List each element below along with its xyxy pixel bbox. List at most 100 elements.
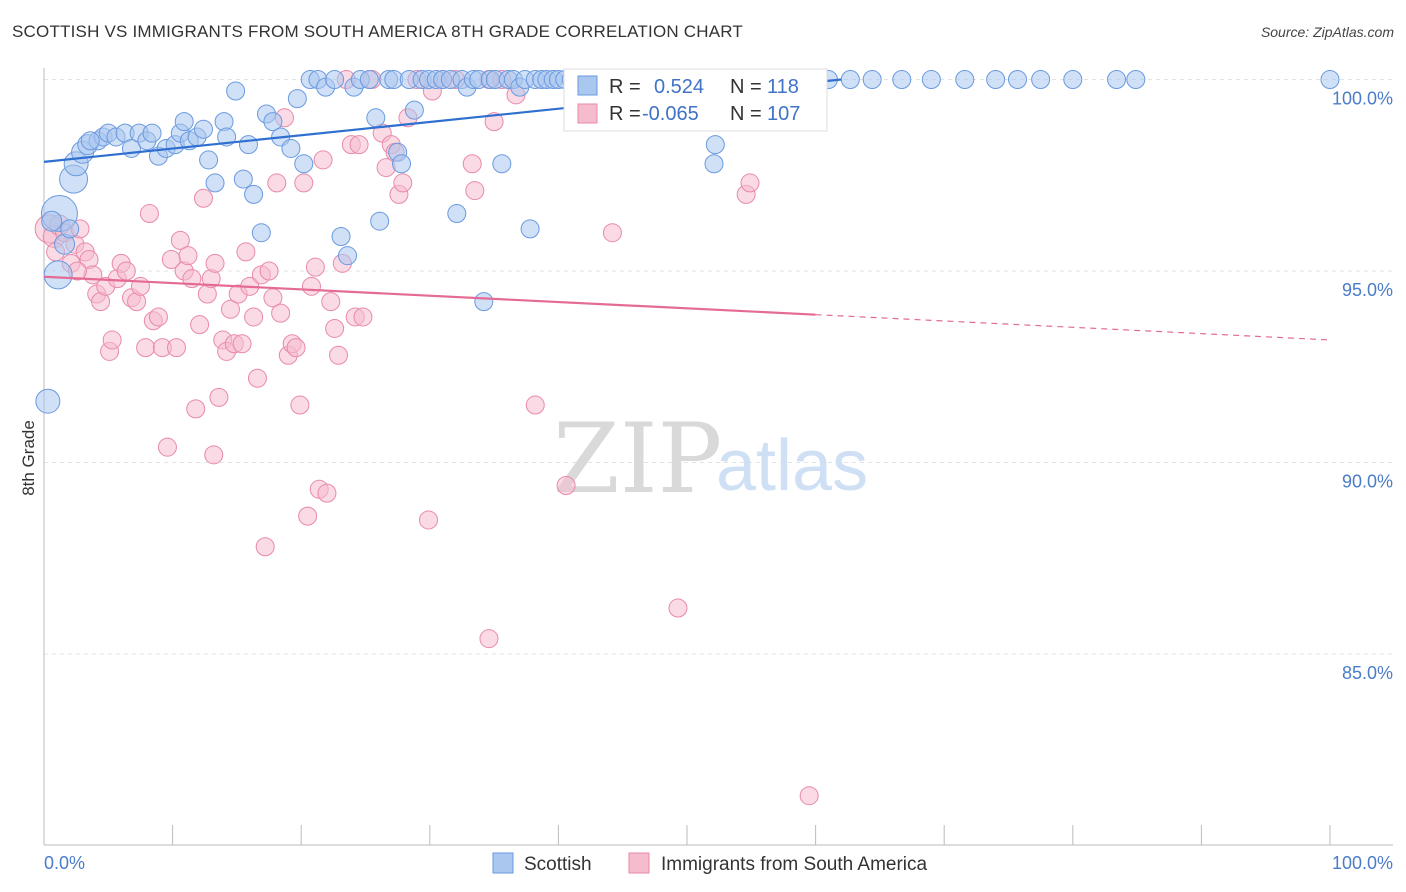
- immigrants-point-52: [255, 537, 275, 557]
- chart-title: SCOTTISH VS IMMIGRANTS FROM SOUTH AMERIC…: [12, 22, 744, 41]
- scottish-point-111: [955, 70, 975, 89]
- immigrants-point-62: [294, 173, 314, 193]
- trend-line-immigrants: [43, 275, 816, 316]
- immigrants-point-26: [157, 437, 177, 457]
- immigrants-point-20: [130, 276, 150, 296]
- watermark-atlas: atlas: [716, 426, 868, 506]
- immigrants-point-33: [186, 399, 206, 419]
- immigrants-point-34: [190, 315, 210, 335]
- scottish-point-36: [281, 138, 301, 158]
- scottish-point-74: [520, 219, 540, 239]
- immigrants-point-49: [244, 307, 264, 327]
- immigrants-point-50: [247, 368, 267, 388]
- stats-box: R = 0.524 N = 118 R = -0.065 N = 107: [563, 68, 828, 132]
- legend-item-immigrants[interactable]: Immigrants from South America: [628, 852, 928, 875]
- y-axis-title: 8th Grade: [19, 420, 38, 496]
- series-points-blue: [35, 70, 1340, 414]
- immigrants-point-70: [325, 318, 345, 338]
- scottish-point-25: [205, 173, 225, 193]
- immigrants-point-84: [393, 173, 413, 193]
- scottish-point-23: [193, 119, 213, 139]
- stats-swatch-scottish: [577, 75, 598, 96]
- scottish-point-118: [1320, 70, 1340, 89]
- immigrants-point-76: [349, 135, 369, 155]
- scottish-point-112: [986, 70, 1006, 89]
- scottish-point-114: [1031, 70, 1051, 89]
- scottish-point-30: [238, 135, 258, 155]
- immigrants-point-21: [136, 338, 156, 358]
- legend-label-immigrants: Immigrants from South America: [661, 854, 928, 875]
- chart-source: Source: ZipAtlas.com: [1260, 24, 1394, 40]
- immigrants-point-24: [148, 307, 168, 327]
- scottish-point-107: [840, 70, 860, 89]
- immigrants-point-40: [209, 387, 229, 407]
- scottish-point-24: [199, 150, 219, 170]
- scottish-point-116: [1107, 70, 1127, 89]
- scottish-point-110: [921, 70, 941, 89]
- scottish-point-2: [43, 260, 73, 290]
- scottish-point-31: [244, 184, 264, 204]
- immigrants-point-65: [305, 257, 325, 277]
- immigrants-point-77: [353, 307, 373, 327]
- immigrants-point-31: [178, 246, 198, 266]
- scottish-point-55: [404, 100, 424, 120]
- stats-r-label-scottish: R =: [609, 76, 641, 98]
- immigrants-point-68: [317, 483, 337, 503]
- stats-n-label-immigrants: N =: [730, 103, 762, 125]
- scottish-point-0: [35, 388, 61, 414]
- scottish-point-109: [892, 70, 912, 89]
- scottish-point-37: [287, 89, 307, 109]
- immigrants-point-69: [321, 292, 341, 312]
- immigrants-point-99: [556, 475, 576, 495]
- immigrants-point-71: [328, 345, 348, 365]
- immigrants-point-96: [479, 629, 499, 649]
- scottish-point-121: [60, 219, 80, 239]
- stats-n-label-scottish: N =: [730, 76, 762, 98]
- trend-line-immigrants-extension: [815, 314, 1331, 341]
- immigrants-point-92: [465, 181, 485, 201]
- immigrants-point-55: [267, 173, 287, 193]
- immigrants-point-47: [236, 242, 256, 262]
- scottish-point-53: [392, 154, 412, 174]
- immigrants-point-17: [116, 261, 136, 281]
- watermark-zip: ZIP: [553, 403, 722, 515]
- stats-r-label-immigrants: R =: [609, 103, 641, 125]
- scottish-point-101: [705, 135, 725, 155]
- scottish-point-49: [370, 211, 390, 231]
- scottish-point-48: [366, 108, 386, 128]
- legend-swatch-immigrants: [628, 852, 650, 874]
- immigrants-point-67: [313, 150, 333, 170]
- scottish-point-32: [251, 223, 271, 243]
- scottish-point-122: [80, 131, 100, 151]
- immigrants-point-101: [668, 598, 688, 618]
- scottish-point-29: [233, 169, 253, 189]
- immigrants-point-64: [301, 276, 321, 296]
- legend-label-scottish: Scottish: [524, 854, 592, 875]
- immigrants-point-39: [205, 253, 225, 273]
- scottish-point-43: [331, 227, 351, 247]
- immigrants-point-61: [290, 395, 310, 415]
- immigrants-point-43: [220, 299, 240, 319]
- stats-swatch-immigrants: [577, 103, 598, 124]
- immigrants-point-38: [204, 445, 224, 465]
- y-tick-label-100: 100.0%: [1332, 89, 1393, 109]
- scottish-point-61: [447, 204, 467, 224]
- scottish-point-20: [174, 112, 194, 132]
- scottish-point-42: [325, 70, 345, 89]
- scottish-point-117: [1126, 70, 1146, 89]
- legend-item-scottish[interactable]: Scottish: [492, 852, 592, 875]
- immigrants-point-98: [525, 395, 545, 415]
- y-tick-labels: 85.0% 90.0% 95.0% 100.0%: [1332, 89, 1393, 684]
- x-tick-label-min: 0.0%: [44, 853, 85, 873]
- immigrants-point-46: [232, 334, 252, 354]
- stats-r-value-scottish: 0.524: [654, 76, 704, 98]
- immigrants-point-94: [484, 112, 504, 132]
- stats-n-value-immigrants: 107: [767, 103, 800, 125]
- stats-r-value-immigrants: -0.065: [642, 103, 699, 125]
- scottish-point-115: [1063, 70, 1083, 89]
- scottish-point-44: [337, 246, 357, 266]
- axes: [43, 68, 1393, 846]
- immigrants-point-100: [602, 223, 622, 243]
- y-tick-label-85: 85.0%: [1342, 663, 1393, 683]
- scottish-point-47: [359, 70, 379, 89]
